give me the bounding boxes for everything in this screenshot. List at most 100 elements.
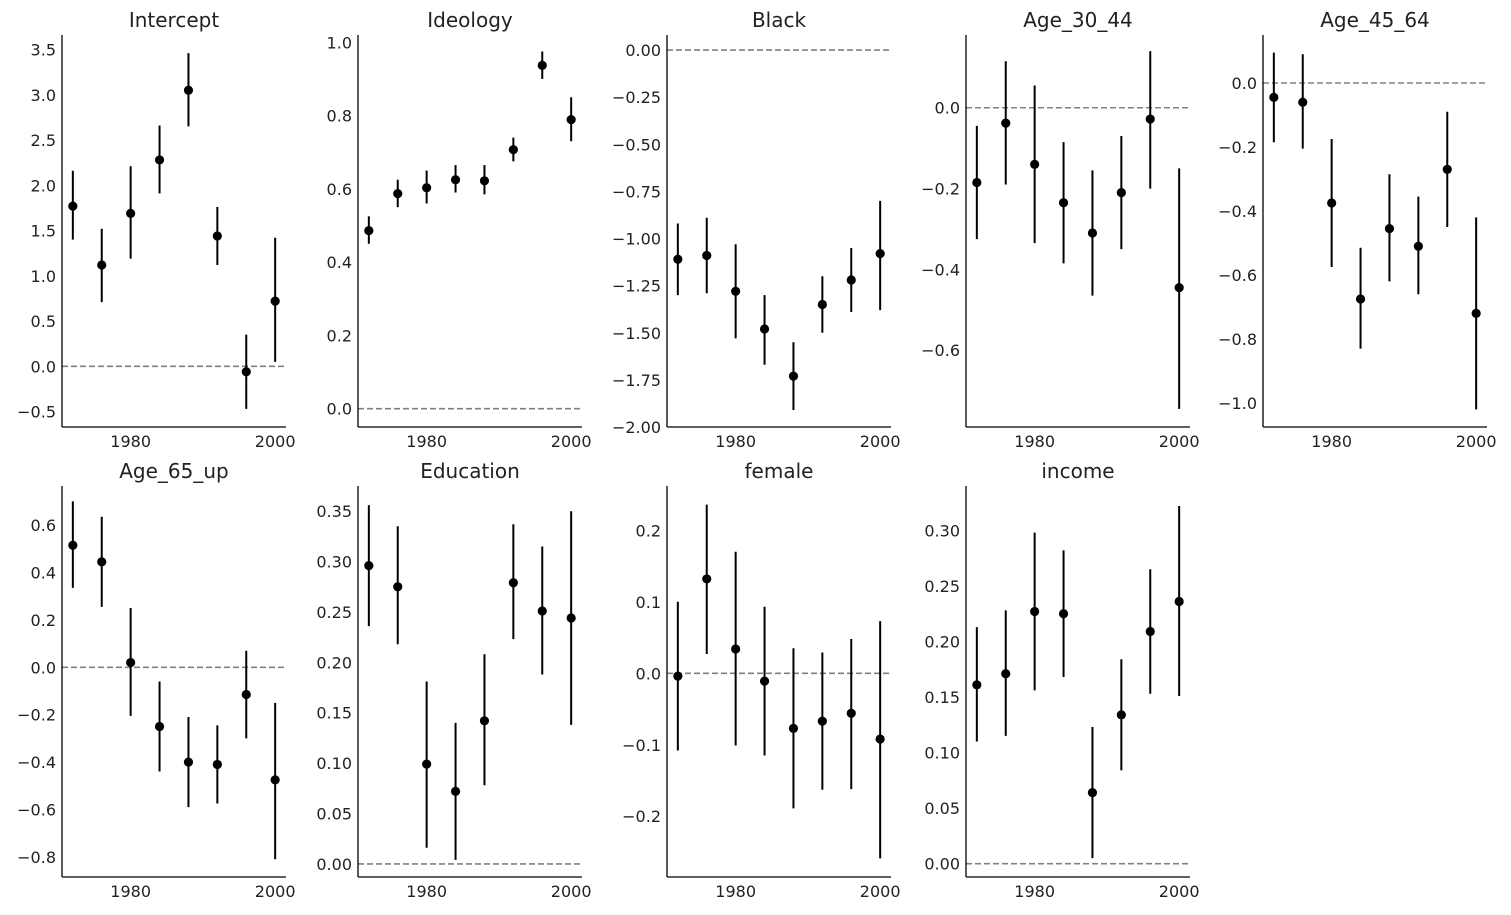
y-tick-label: 0.20: [924, 633, 960, 652]
y-tick-label: 0.0: [636, 664, 661, 683]
y-tick-label: 1.0: [31, 267, 56, 286]
point-estimate: [702, 250, 712, 261]
y-tick-label: 0.6: [327, 180, 352, 199]
point-estimate: [702, 574, 712, 584]
x-tick-label: 1980: [406, 882, 447, 901]
point-estimate: [126, 208, 136, 218]
y-tick-label: 3.0: [31, 86, 56, 105]
panel-title: Intercept: [129, 8, 220, 32]
panel-intercept: Intercept −0.5 0.0 0.5 1.0 1.5 2.0 2.5 3.0 3.5 198…: [17, 8, 295, 451]
panel-age-45-64: Age_45_64 −1.0 −0.8 −0.6 −0.4 −0.2 0.0 1980 2000: [1218, 8, 1496, 451]
point-estimate: [846, 708, 856, 718]
point-estimate: [537, 60, 547, 71]
panel-income: income 0.00 0.05 0.10 0.15 0.20 0.25 0.30 1980 20…: [924, 459, 1199, 901]
point-estimate: [1030, 606, 1040, 617]
point-estimate: [1355, 294, 1366, 304]
point-estimate: [673, 671, 683, 681]
point-estimate: [364, 561, 374, 571]
y-tick-label: 0.2: [636, 521, 661, 540]
x-tick-label: 2000: [1456, 432, 1497, 451]
y-tick-label: −0.8: [17, 848, 56, 867]
y-tick-label: 0.2: [31, 611, 56, 630]
y-tick-label: 0.05: [316, 805, 352, 824]
y-tick-label: 0.2: [327, 326, 352, 345]
point-estimate: [1116, 188, 1126, 198]
point-estimate: [759, 676, 770, 686]
y-tick-label: 0.00: [924, 855, 960, 874]
y-tick-label: −0.6: [17, 800, 56, 819]
x-tick-label: 2000: [551, 432, 592, 451]
panel-title: Education: [420, 459, 520, 483]
y-tick-label: 0.20: [316, 653, 352, 672]
point-estimate: [817, 299, 827, 310]
point-estimate: [788, 723, 799, 733]
y-tick-label: −0.2: [622, 807, 661, 826]
y-tick-label: 2.0: [31, 176, 56, 195]
point-estimate: [759, 324, 770, 334]
y-tick-label: 0.8: [327, 107, 352, 126]
x-tick-label: 1980: [406, 432, 447, 451]
y-tick-label: −0.4: [17, 753, 56, 772]
point-estimate: [1001, 669, 1011, 679]
point-estimate: [1269, 92, 1279, 102]
y-tick-label: 0.15: [316, 704, 352, 723]
point-estimate: [731, 286, 741, 296]
point-estimate: [817, 716, 827, 726]
x-tick-label: 1980: [1014, 432, 1055, 451]
point-estimate: [1116, 710, 1126, 720]
y-tick-label: 0.15: [924, 688, 960, 707]
point-estimate: [1298, 97, 1308, 107]
y-tick-label: 1.0: [327, 33, 352, 52]
y-tick-label: 1.5: [31, 222, 56, 241]
x-tick-label: 2000: [1159, 882, 1200, 901]
point-estimate: [537, 606, 547, 616]
point-estimate: [875, 734, 885, 744]
x-tick-label: 2000: [255, 432, 296, 451]
point-estimate: [1030, 159, 1040, 169]
point-estimate: [673, 254, 683, 264]
y-tick-label: −0.6: [921, 341, 960, 360]
point-estimate: [97, 260, 107, 270]
y-tick-label: 0.10: [316, 754, 352, 773]
point-estimate: [1442, 164, 1452, 174]
x-tick-label: 1980: [110, 432, 151, 451]
y-tick-label: 0.0: [1232, 74, 1257, 93]
y-tick-label: −0.25: [612, 88, 661, 107]
y-tick-label: −0.4: [1218, 202, 1257, 221]
y-tick-label: −0.4: [921, 260, 960, 279]
point-estimate: [422, 183, 432, 193]
y-tick-label: 0.0: [327, 400, 352, 419]
y-tick-label: −1.50: [612, 324, 661, 343]
panel-title: Black: [752, 8, 807, 32]
point-estimate: [1174, 596, 1184, 607]
point-estimate: [97, 557, 107, 567]
y-tick-label: 0.4: [31, 563, 56, 582]
point-estimate: [393, 582, 403, 592]
point-estimate: [1058, 198, 1069, 208]
y-tick-label: −1.0: [1218, 394, 1257, 413]
point-estimate: [1087, 228, 1098, 238]
y-tick-label: −1.00: [612, 230, 661, 249]
x-tick-label: 1980: [1014, 882, 1055, 901]
point-estimate: [566, 115, 576, 125]
point-estimate: [731, 644, 741, 654]
panel-title: income: [1041, 459, 1114, 483]
y-tick-label: 0.00: [316, 855, 352, 874]
point-estimate: [450, 175, 461, 185]
y-tick-label: 0.30: [924, 521, 960, 540]
y-tick-label: −0.5: [17, 403, 56, 422]
x-tick-label: 1980: [110, 882, 151, 901]
point-estimate: [1471, 308, 1481, 318]
y-tick-label: 0.0: [31, 357, 56, 376]
y-tick-label: 0.4: [327, 253, 352, 272]
x-tick-label: 2000: [255, 882, 296, 901]
panel-age-65-up: Age_65_up −0.8 −0.6 −0.4 −0.2 0.0 0.2 0.4 0.6 198…: [17, 459, 295, 901]
point-estimate: [270, 296, 280, 306]
point-estimate: [1384, 224, 1395, 234]
point-estimate: [508, 145, 518, 155]
point-estimate: [972, 680, 982, 690]
point-estimate: [393, 189, 403, 199]
x-tick-label: 1980: [715, 432, 756, 451]
